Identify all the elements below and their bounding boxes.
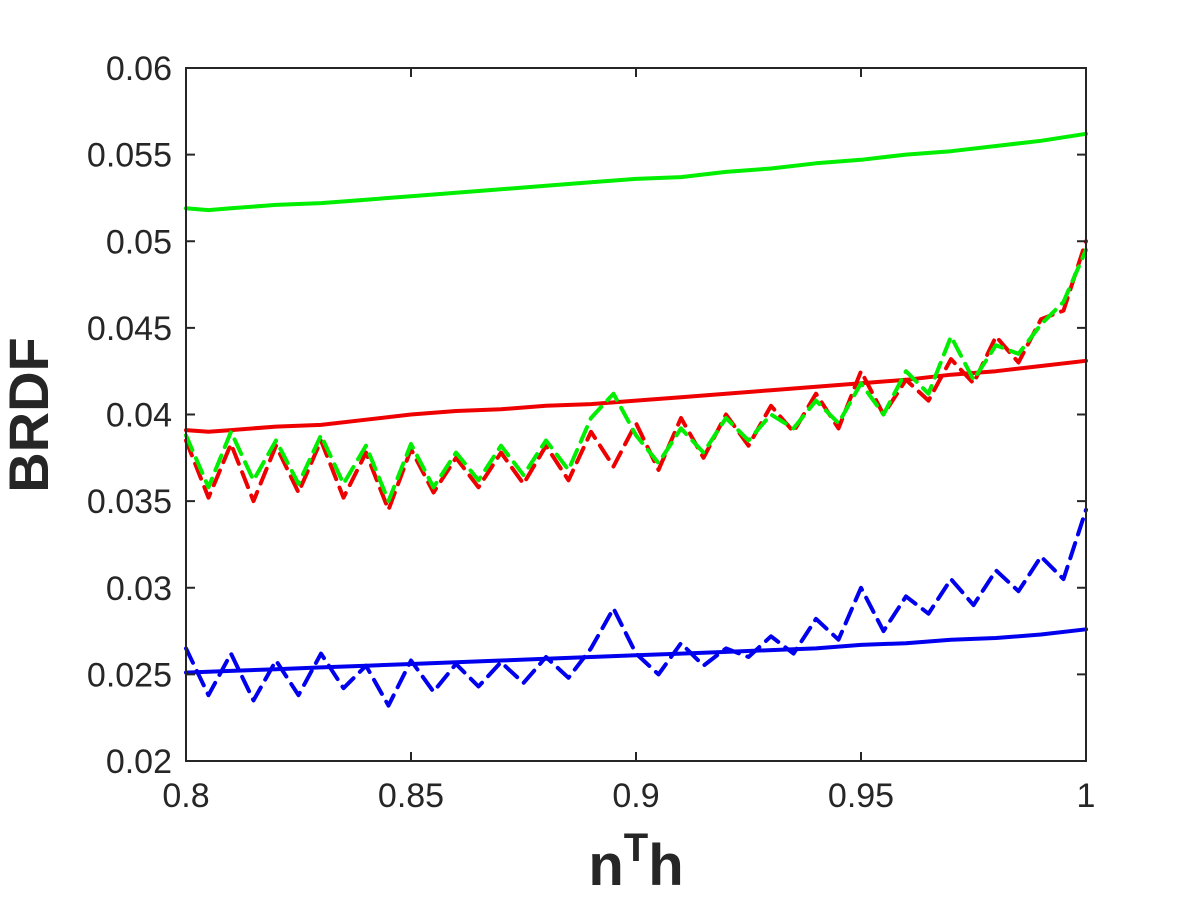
x-axis-title-superscript: T [624,826,648,870]
y-tick-label-2: 0.03 [106,570,172,608]
x-tick-label-2: 0.9 [612,777,659,815]
y-tick-label-7: 0.055 [87,137,172,175]
series-line-1-solid [184,131,1088,213]
x-tick-label-3: 0.95 [828,777,894,815]
series-line-5-dashed [184,247,1088,504]
y-tick-label-6: 0.05 [106,223,172,261]
y-tick-label-3: 0.035 [87,483,172,521]
x-tick-label-0: 0.8 [162,777,209,815]
x-tick-label-4: 1 [1077,777,1096,815]
y-tick-label-1: 0.025 [87,656,172,694]
series-line-6-dashed [184,507,1088,708]
y-tick-label-5: 0.045 [87,310,172,348]
ticks-layer: 0.8 0.85 0.9 0.95 1 0.02 0.025 0.03 0.035 0.04 0.0… [87,50,1096,815]
x-axis-title-base: n [588,833,623,898]
series-line-4-dashed [184,239,1088,512]
x-axis-title-tail: h [648,833,683,898]
series-layer [184,131,1088,708]
series-line-2-solid [184,358,1088,434]
y-axis-title: BRDF [0,337,60,493]
y-tick-label-4: 0.04 [106,397,172,435]
y-tick-label-0: 0.02 [106,743,172,781]
x-axis-title: nTh [588,826,683,898]
x-tick-label-1: 0.85 [378,777,444,815]
y-tick-label-8: 0.06 [106,50,172,88]
